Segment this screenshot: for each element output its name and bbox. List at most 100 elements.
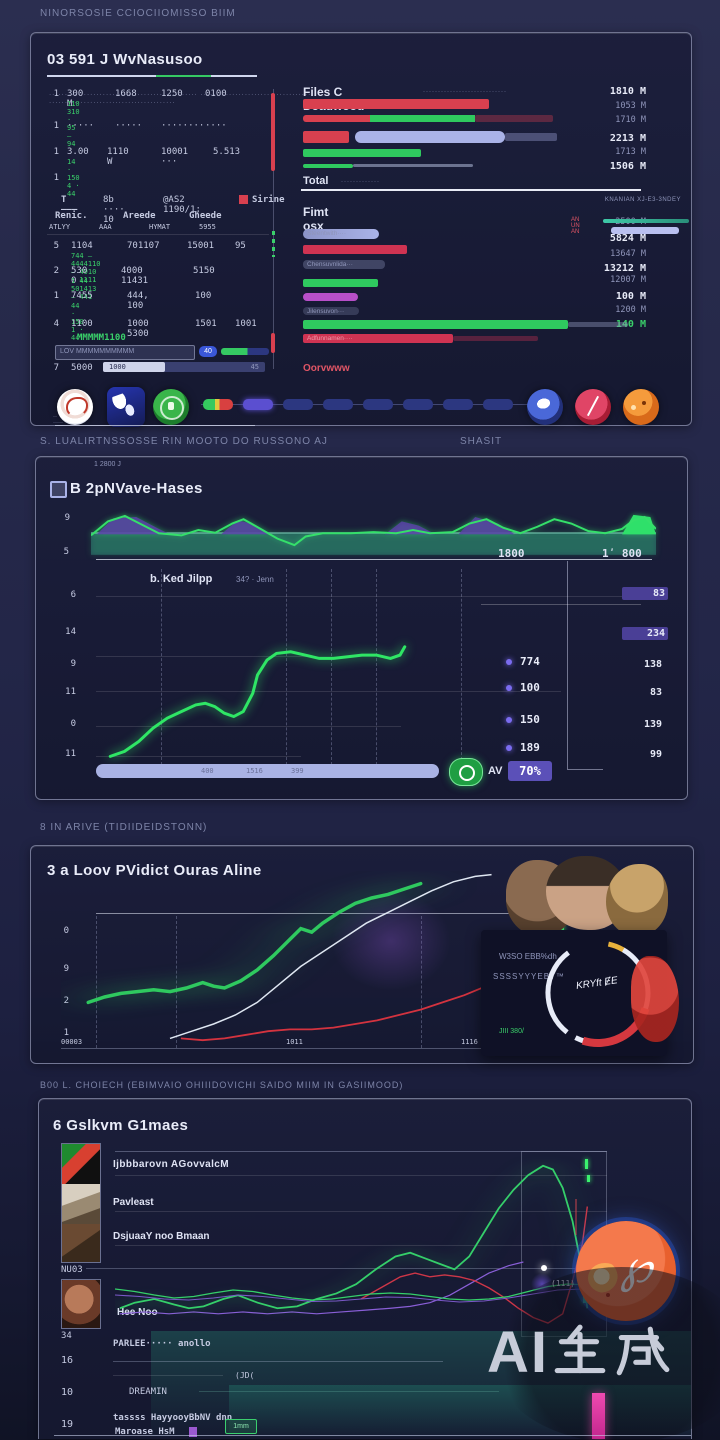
bar-green[interactable] (303, 149, 421, 157)
thumbnail[interactable] (62, 1224, 100, 1262)
bar-value: 1200 M (615, 305, 646, 315)
bar-segment-gray (353, 164, 473, 167)
filter-input[interactable]: LOV MMMMMMMMMM (55, 345, 195, 360)
grid-h (96, 691, 561, 692)
bottom-row-label-last: Maroase HsM (115, 1427, 175, 1437)
mini-legend-red-text: AN UN AN (571, 217, 580, 235)
segment-blue[interactable] (403, 399, 433, 410)
x-axis-label: 1116 00 (461, 1038, 491, 1046)
bottom-bright-line (54, 1435, 691, 1436)
row-index: 1 (53, 147, 59, 157)
title-dots: ···························· (423, 89, 507, 95)
badge-dot (642, 401, 646, 405)
watermark: AI (487, 1320, 673, 1385)
thumbnail[interactable] (62, 1144, 100, 1184)
eagle-shape (535, 396, 556, 413)
segment-blue[interactable] (323, 399, 353, 410)
column-divider (273, 89, 274, 369)
blue-eagle-logo-icon[interactable] (527, 389, 563, 425)
navy-swoosh-logo-icon[interactable] (107, 387, 145, 427)
rule-value-right: 1ʹ 800 (602, 547, 642, 560)
bar-crimson[interactable] (303, 245, 407, 254)
green-trend-line (110, 647, 405, 757)
column-header[interactable]: Renic. (55, 211, 88, 221)
game-row-label[interactable]: Pavleast (113, 1197, 154, 1208)
badge-stripe (586, 395, 600, 417)
bar-segment-green (303, 320, 568, 329)
bar-segment-red (303, 131, 349, 143)
segment-blue[interactable] (363, 399, 393, 410)
bar-ghost[interactable]: Jilensuvon··· (303, 307, 359, 315)
bottom-rule (199, 1391, 499, 1392)
percent-pill[interactable]: 70% (508, 761, 552, 781)
grid-dash-col (286, 569, 287, 765)
segment-blue[interactable] (483, 399, 513, 410)
column-subheader: HYMAT (149, 223, 171, 231)
segment-purple[interactable] (243, 399, 273, 410)
bar-red[interactable] (303, 99, 489, 109)
status-badge[interactable] (449, 758, 483, 786)
game-row-label[interactable]: Ijbbbarovn AGovvalcM (113, 1159, 229, 1170)
row-index: 2 (53, 266, 59, 276)
bottom-row-num: 10 (60, 1387, 73, 1398)
bottom-row-num: 16 (60, 1355, 73, 1366)
bar-value: 1713 M (615, 147, 646, 157)
mini-bar-teal (603, 219, 689, 223)
scrollbar[interactable]: 400 1516 399 (96, 764, 439, 778)
table-cell: 1100 (71, 319, 93, 329)
swoosh-shape (111, 390, 141, 422)
bar-segment-fade (505, 133, 557, 141)
green-emblem-logo-icon[interactable] (153, 389, 189, 425)
bar-magenta[interactable] (303, 293, 358, 301)
thumbnail[interactable] (62, 1184, 100, 1224)
green-marker-tick (585, 1159, 588, 1169)
panel2-title-icon (50, 481, 67, 498)
table-cell: 3.00 (67, 147, 89, 157)
bar-ghost[interactable]: Chensuvnlida··· (303, 260, 385, 269)
row-index: 1 (53, 89, 59, 99)
mini-bar-lavender (611, 227, 679, 234)
bar-pill-lavender[interactable]: Steentwith···· (303, 229, 379, 239)
orange-badge-logo-icon[interactable] (623, 389, 659, 425)
spark-line (91, 516, 656, 545)
y-axis-label: 9 (70, 659, 76, 669)
panel3-title: 3 a Loov PVidict Ouras Aline (47, 862, 262, 879)
table-cell: 1501 (195, 319, 217, 329)
table-subrow: 14 · 150 4 · 44 (67, 158, 80, 198)
bar-segment-green (370, 115, 475, 122)
thumbnail-strip[interactable] (61, 1143, 101, 1263)
segment-blue[interactable] (443, 399, 473, 410)
row-rule (115, 1245, 607, 1246)
bracket-foot (567, 769, 603, 770)
right-axis-value: 234 (622, 627, 668, 640)
bar-value: 1506 M (609, 161, 646, 172)
column-subheader: AAA (99, 223, 112, 231)
marker-dot (506, 745, 512, 751)
y-axis-label: 14 (65, 627, 76, 637)
game-row-label[interactable]: DsjuaaY noo Bmaan (113, 1231, 210, 1242)
chip-text: Sirine (252, 195, 285, 205)
segment-multicolor[interactable] (203, 399, 233, 410)
red-badge-logo-icon[interactable] (575, 389, 611, 425)
badge-ring-icon (459, 765, 475, 781)
table-cell: 1668 (115, 89, 137, 99)
column-header[interactable]: Areede (123, 211, 156, 221)
column-header[interactable]: Gheede (189, 211, 222, 221)
grid-dash-col (96, 916, 97, 1048)
white-red-logo-icon[interactable] (57, 389, 93, 425)
spark-axis-label: 9 (64, 513, 70, 523)
bar-value: 5824 M (609, 233, 646, 244)
watermark-glyph-cheng (616, 1326, 670, 1376)
red-streak (575, 1199, 577, 1235)
progress-bar[interactable]: 1000 45 (103, 362, 265, 372)
onbar-label: Chensuvnlida··· (307, 261, 353, 268)
count-chip[interactable]: 40 (199, 346, 217, 357)
bar-green[interactable] (303, 279, 378, 287)
white-highlight-dot (541, 1265, 547, 1271)
green-chip[interactable]: 1mm (225, 1419, 257, 1434)
onbar-label: Jilensuvon··· (307, 308, 345, 315)
column-subheader: ATLYY (49, 223, 71, 231)
thumbnail-face[interactable] (61, 1279, 101, 1329)
segment-blue[interactable] (283, 399, 313, 410)
